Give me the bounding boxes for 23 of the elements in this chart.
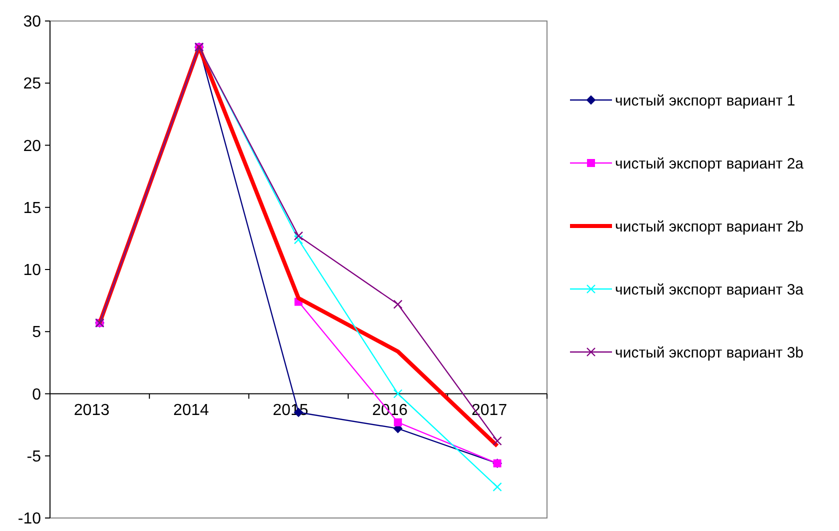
legend-label: чистый экспорт вариант 3b xyxy=(615,344,804,362)
y-tick-label: 20 xyxy=(23,138,42,155)
y-tick-label: -10 xyxy=(18,510,42,528)
point xyxy=(393,300,402,309)
y-tick-label: 30 xyxy=(23,14,42,31)
legend-label: чистый экспорт вариант 3a xyxy=(615,281,804,298)
point xyxy=(294,231,304,241)
x-tick-label: 2013 xyxy=(74,402,110,419)
y-tick-label: 0 xyxy=(32,386,42,404)
y-tick-label: -5 xyxy=(26,448,42,466)
legend-label: чистый экспорт вариант 2a xyxy=(615,155,804,172)
legend-label: чистый экспорт вариант 2b xyxy=(615,218,804,236)
point xyxy=(492,436,502,446)
x-tick-label: 2014 xyxy=(173,402,209,419)
point xyxy=(394,418,402,426)
y-tick-label: 25 xyxy=(23,76,42,93)
point xyxy=(492,482,502,492)
point xyxy=(393,389,402,398)
y-tick-label: 10 xyxy=(23,262,42,280)
point xyxy=(294,235,304,244)
y-tick-label: 15 xyxy=(23,200,42,217)
y-tick-label: 5 xyxy=(32,324,42,342)
legend-label: чистый экспорт вариант 1 xyxy=(615,92,796,110)
